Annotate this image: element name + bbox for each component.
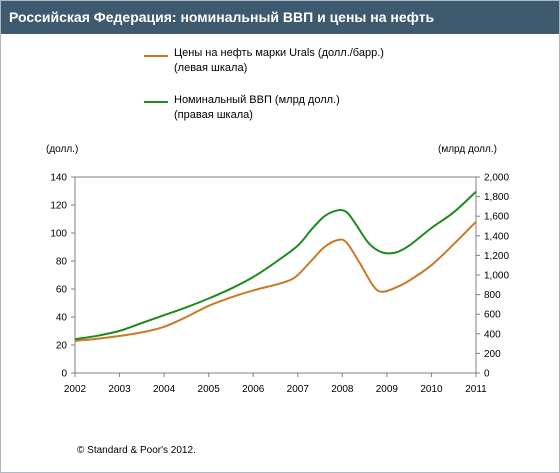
legend-swatch-gdp bbox=[144, 101, 168, 103]
legend-swatch-oil bbox=[144, 55, 168, 57]
right-tick-label: 800 bbox=[484, 290, 501, 301]
right-tick-label: 2,000 bbox=[484, 173, 509, 184]
right-tick-label: 600 bbox=[484, 310, 501, 321]
left-tick-label: 0 bbox=[61, 369, 67, 380]
right-tick-label: 400 bbox=[484, 329, 501, 340]
left-tick-label: 80 bbox=[56, 257, 68, 268]
x-tick-label: 2007 bbox=[287, 384, 310, 395]
x-tick-label: 2009 bbox=[376, 384, 399, 395]
legend-scale-gdp: (правая шкала) bbox=[174, 109, 253, 121]
left-tick-label: 60 bbox=[56, 285, 68, 296]
gdp-line bbox=[74, 190, 477, 341]
x-axis: 2002 2003 2004 2005 2006 2007 2008 2009 2010 2011 bbox=[64, 373, 487, 395]
plot-area bbox=[74, 176, 477, 374]
right-tick-label: 200 bbox=[484, 349, 501, 360]
legend-scale-oil: (левая шкала) bbox=[174, 62, 248, 74]
copyright: © Standard & Poor's 2012. bbox=[77, 445, 196, 456]
x-tick-label: 2005 bbox=[198, 384, 221, 395]
x-tick-label: 2003 bbox=[108, 384, 131, 395]
title-bar: Российская Федерация: номинальный ВВП и … bbox=[1, 1, 559, 34]
right-tick-label: 1,400 bbox=[484, 231, 509, 242]
x-tick-label: 2006 bbox=[242, 384, 265, 395]
legend-label-gdp: Номинальный ВВП (млрд долл.) bbox=[174, 94, 340, 106]
left-tick-label: 120 bbox=[50, 201, 67, 212]
right-tick-label: 1,200 bbox=[484, 251, 509, 262]
oil-price-line bbox=[74, 221, 477, 342]
x-tick-label: 2004 bbox=[153, 384, 176, 395]
series-layer bbox=[74, 190, 477, 342]
legend-label-oil: Цены на нефть марки Urals (долл./барр.) bbox=[174, 47, 384, 59]
left-tick-label: 40 bbox=[56, 313, 68, 324]
left-tick-label: 100 bbox=[50, 229, 67, 240]
right-tick-label: 0 bbox=[484, 369, 490, 380]
left-axis-unit: (долл.) bbox=[46, 144, 79, 155]
right-tick-label: 1,800 bbox=[484, 192, 509, 203]
left-tick-label: 140 bbox=[50, 173, 67, 184]
right-axis-unit: (млрд долл.) bbox=[438, 144, 497, 155]
x-tick-label: 2002 bbox=[64, 384, 87, 395]
right-tick-label: 1,600 bbox=[484, 212, 509, 223]
left-axis: 0 20 40 60 80 100 120 140 bbox=[50, 173, 75, 380]
chart-title: Российская Федерация: номинальный ВВП и … bbox=[9, 9, 435, 25]
line-chart: 0 20 40 60 80 100 120 140 0 200 400 600 800 1,000 1,2… bbox=[50, 173, 509, 396]
x-tick-label: 2008 bbox=[331, 384, 354, 395]
left-tick-label: 20 bbox=[56, 341, 68, 352]
right-tick-label: 1,000 bbox=[484, 271, 509, 282]
x-tick-label: 2010 bbox=[420, 384, 443, 395]
x-tick-label: 2011 bbox=[465, 384, 487, 395]
right-axis: 0 200 400 600 800 1,000 1,200 1,400 1,600 1,800 2,… bbox=[476, 173, 509, 380]
